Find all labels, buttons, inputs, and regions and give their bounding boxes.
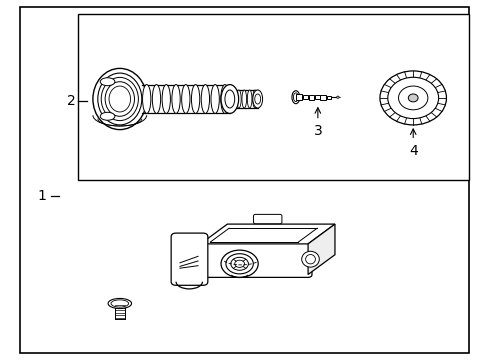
Ellipse shape xyxy=(230,257,248,270)
Ellipse shape xyxy=(105,82,134,116)
Ellipse shape xyxy=(224,90,234,108)
Ellipse shape xyxy=(101,77,138,121)
FancyBboxPatch shape xyxy=(171,233,207,285)
Bar xyxy=(308,95,314,100)
Ellipse shape xyxy=(152,85,160,113)
Ellipse shape xyxy=(236,90,241,108)
Polygon shape xyxy=(200,224,334,244)
Ellipse shape xyxy=(221,85,238,113)
Bar xyxy=(326,96,330,99)
Text: 2: 2 xyxy=(67,94,76,108)
Ellipse shape xyxy=(336,96,339,98)
Text: 1: 1 xyxy=(38,189,46,203)
Ellipse shape xyxy=(98,73,142,125)
Ellipse shape xyxy=(142,85,150,113)
Bar xyxy=(320,95,325,100)
Ellipse shape xyxy=(182,85,189,113)
Ellipse shape xyxy=(225,254,253,274)
Ellipse shape xyxy=(111,300,128,307)
Ellipse shape xyxy=(293,93,298,102)
Ellipse shape xyxy=(247,90,251,108)
Ellipse shape xyxy=(109,86,130,112)
Ellipse shape xyxy=(301,251,319,267)
Ellipse shape xyxy=(398,86,427,110)
Ellipse shape xyxy=(162,85,170,113)
Ellipse shape xyxy=(379,71,446,125)
Bar xyxy=(302,95,307,99)
FancyBboxPatch shape xyxy=(253,215,281,224)
Ellipse shape xyxy=(234,260,244,267)
FancyBboxPatch shape xyxy=(196,241,311,277)
Ellipse shape xyxy=(252,90,257,108)
Ellipse shape xyxy=(93,68,146,130)
Ellipse shape xyxy=(221,250,258,278)
Text: 4: 4 xyxy=(408,144,417,158)
Ellipse shape xyxy=(171,85,180,113)
Ellipse shape xyxy=(231,90,235,108)
Ellipse shape xyxy=(407,94,417,102)
Ellipse shape xyxy=(252,90,262,108)
Bar xyxy=(314,95,319,99)
Ellipse shape xyxy=(191,85,200,113)
Text: 3: 3 xyxy=(313,124,322,138)
Ellipse shape xyxy=(387,77,438,118)
Ellipse shape xyxy=(254,94,260,104)
Ellipse shape xyxy=(291,91,299,104)
Bar xyxy=(295,94,302,100)
Ellipse shape xyxy=(211,85,219,113)
Ellipse shape xyxy=(100,112,115,120)
Ellipse shape xyxy=(221,85,229,113)
Ellipse shape xyxy=(100,78,115,86)
Ellipse shape xyxy=(201,85,209,113)
Ellipse shape xyxy=(108,298,131,309)
Ellipse shape xyxy=(242,90,246,108)
Bar xyxy=(78,14,468,180)
Polygon shape xyxy=(307,224,334,275)
Ellipse shape xyxy=(305,255,315,264)
